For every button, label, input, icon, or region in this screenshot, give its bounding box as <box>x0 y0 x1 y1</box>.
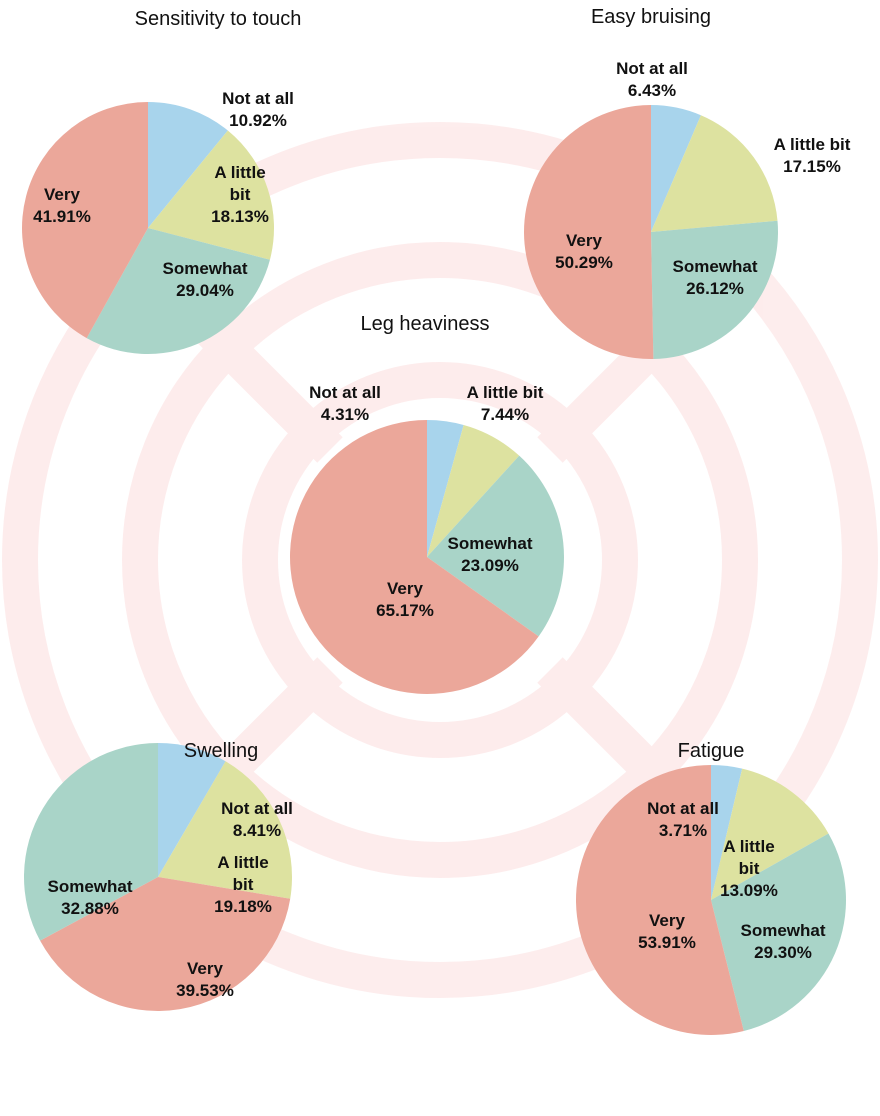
value-label: 13.09% <box>720 881 778 900</box>
slice-label: Somewhat 29.30% <box>740 920 825 964</box>
pie-slice <box>427 420 464 557</box>
category-label: Very <box>187 959 223 978</box>
pie-slice <box>23 743 158 941</box>
category-label: A little bit <box>723 837 775 878</box>
slice-label: Not at all 6.43% <box>616 58 688 102</box>
value-label: 23.09% <box>461 556 519 575</box>
slice-label: Somewhat 32.88% <box>47 876 132 920</box>
slice-label: Not at all 4.31% <box>309 382 381 426</box>
pie-slice <box>289 420 539 694</box>
pie-slice <box>158 761 292 899</box>
pie-slice <box>711 833 846 1031</box>
category-label: Very <box>649 911 685 930</box>
slice-label: A little bit 13.09% <box>714 836 784 902</box>
pie-slice <box>86 228 270 354</box>
slice-label: A little bit 17.15% <box>774 134 851 178</box>
pie-slice <box>427 455 564 637</box>
category-label: Somewhat <box>47 877 133 896</box>
value-label: 65.17% <box>376 601 434 620</box>
slice-label: A little bit 19.18% <box>208 852 278 918</box>
category-label: Somewhat <box>740 921 826 940</box>
value-label: 18.13% <box>211 207 269 226</box>
category-label: Somewhat <box>447 534 533 553</box>
pie-slice <box>523 105 654 359</box>
slice-label: Very 41.91% <box>33 184 91 228</box>
category-label: Not at all <box>647 799 719 818</box>
chart-title: Swelling <box>183 740 259 762</box>
value-label: 4.31% <box>320 405 370 424</box>
value-label: 8.41% <box>232 821 282 840</box>
slice-label: Not at all 10.92% <box>222 88 294 132</box>
category-label: Not at all <box>309 383 381 402</box>
slice-label: Somewhat 29.04% <box>162 258 247 302</box>
category-label: A little bit <box>466 383 544 402</box>
slice-label: Very 50.29% <box>555 230 613 274</box>
pie-slice <box>148 102 228 228</box>
category-label: A little bit <box>214 163 266 204</box>
slice-label: Very 39.53% <box>176 958 234 1002</box>
value-label: 39.53% <box>176 981 234 1000</box>
slice-label: A little bit 7.44% <box>467 382 544 426</box>
pie-slice <box>158 743 226 877</box>
pie-slice <box>711 765 743 900</box>
value-label: 50.29% <box>555 253 613 272</box>
pie-slice <box>651 115 778 232</box>
value-label: 7.44% <box>480 405 530 424</box>
value-label: 19.18% <box>214 897 272 916</box>
value-label: 3.71% <box>658 821 708 840</box>
value-label: 41.91% <box>33 207 91 226</box>
chart-title: Leg heaviness <box>360 313 490 335</box>
pie-slice <box>651 220 778 359</box>
value-label: 29.04% <box>176 281 234 300</box>
category-label: Not at all <box>221 799 293 818</box>
slice-label: Not at all 3.71% <box>647 798 719 842</box>
slice-label: Somewhat 23.09% <box>447 533 532 577</box>
slice-label: A little bit 18.13% <box>205 162 275 228</box>
category-label: Somewhat <box>672 257 758 276</box>
value-label: 26.12% <box>686 279 744 298</box>
pie-slice <box>148 130 275 260</box>
category-label: Somewhat <box>162 259 248 278</box>
pie-slice <box>21 102 148 339</box>
value-label: 53.91% <box>638 933 696 952</box>
category-label: A little bit <box>217 853 269 894</box>
category-label: Very <box>566 231 602 250</box>
value-label: 29.30% <box>754 943 812 962</box>
pie-slice <box>40 877 291 1011</box>
category-label: Very <box>44 185 80 204</box>
category-label: Not at all <box>222 89 294 108</box>
value-label: 6.43% <box>627 81 677 100</box>
slice-label: Very 53.91% <box>638 910 696 954</box>
slice-label: Very 65.17% <box>376 578 434 622</box>
value-label: 10.92% <box>229 111 287 130</box>
pie-slice <box>427 424 520 557</box>
pie-slice <box>651 105 701 232</box>
category-label: Not at all <box>616 59 688 78</box>
chart-title: Fatigue <box>677 740 745 762</box>
slice-label: Not at all 8.41% <box>221 798 293 842</box>
category-label: A little bit <box>773 135 851 154</box>
pie-slice <box>711 768 829 900</box>
slice-label: Somewhat 26.12% <box>672 256 757 300</box>
chart-title: Easy bruising <box>590 6 712 28</box>
chart-title: Sensitivity to touch <box>134 8 302 30</box>
value-label: 17.15% <box>783 157 841 176</box>
category-label: Very <box>387 579 423 598</box>
pie-slice <box>576 765 744 1035</box>
value-label: 32.88% <box>61 899 119 918</box>
